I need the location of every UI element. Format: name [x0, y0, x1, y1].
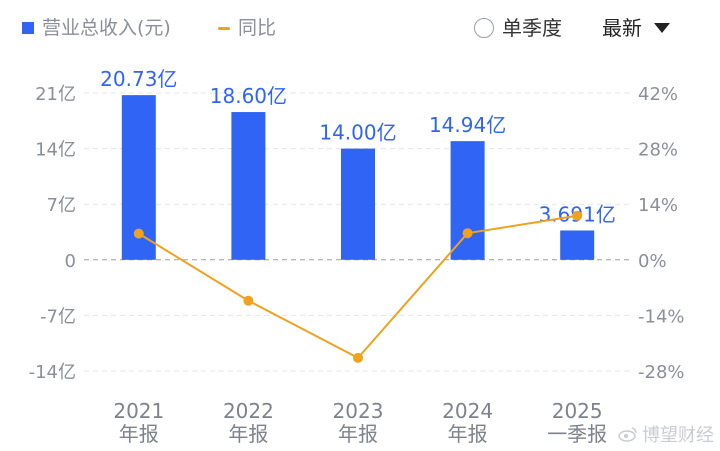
watermark: 博望财经: [618, 421, 714, 447]
legend-revenue-label: 营业总收入(元): [42, 17, 171, 39]
x-tick-label: 2025: [552, 399, 603, 423]
single-quarter-label: 单季度: [502, 16, 562, 40]
legend-yoy-label: 同比: [238, 17, 277, 39]
left-tick-label: -14亿: [29, 362, 76, 383]
right-axis: 42% 28% 14% 0% -14% -28%: [638, 84, 685, 383]
right-tick-label: -14%: [638, 306, 685, 327]
left-tick-label: 14亿: [35, 140, 76, 161]
right-tick-label: 28%: [638, 140, 678, 161]
revenue-bar[interactable]: [231, 112, 266, 260]
revenue-bar[interactable]: [450, 141, 485, 260]
right-tick-label: 0%: [638, 251, 667, 272]
x-tick-label: 年报: [228, 422, 268, 446]
x-tick-label: 2021: [113, 399, 164, 423]
left-tick-label: 0: [65, 251, 76, 272]
x-tick-label: 年报: [338, 422, 378, 446]
yoy-point[interactable]: [243, 295, 254, 306]
right-tick-label: 14%: [638, 195, 678, 216]
period-dropdown[interactable]: 最新: [602, 14, 670, 42]
chart-header: 营业总收入(元) 同比 单季度 最新: [0, 0, 720, 60]
bar-data-label: 14.94亿: [429, 113, 506, 137]
left-axis: 21亿 14亿 7亿 0 -7亿 -14亿: [29, 84, 76, 383]
revenue-bar[interactable]: [560, 230, 595, 260]
single-quarter-toggle[interactable]: 单季度: [474, 14, 562, 42]
weibo-icon: [618, 427, 637, 442]
x-tick-label: 一季报: [547, 422, 607, 446]
legend-bar-swatch: [22, 22, 34, 34]
legend-revenue[interactable]: 营业总收入(元): [22, 14, 171, 42]
x-tick-label: 2024: [442, 399, 493, 423]
x-tick-label: 年报: [119, 422, 159, 446]
x-tick-label: 年报: [448, 422, 488, 446]
yoy-point[interactable]: [572, 210, 583, 221]
revenue-bar[interactable]: [341, 148, 375, 260]
yoy-point[interactable]: [353, 352, 363, 363]
chevron-down-icon[interactable]: [654, 23, 670, 33]
right-tick-label: -28%: [638, 362, 685, 383]
x-tick-label: 2023: [333, 399, 384, 423]
bar-data-label: 18.60亿: [210, 84, 287, 108]
yoy-point[interactable]: [462, 228, 473, 239]
x-tick-label: 2022: [223, 399, 274, 423]
right-tick-label: 42%: [638, 84, 678, 105]
left-tick-label: 21亿: [35, 84, 76, 105]
period-dropdown-value: 最新: [602, 16, 642, 40]
left-tick-label: 7亿: [47, 195, 76, 216]
bar-data-label: 14.00亿: [319, 121, 396, 145]
watermark-text: 博望财经: [642, 425, 714, 446]
legend-line-swatch: [218, 26, 230, 30]
radio-circle-icon[interactable]: [474, 18, 494, 38]
yoy-line-series: [133, 210, 583, 363]
legend-yoy[interactable]: 同比: [218, 14, 276, 42]
bar-data-label: 20.73亿: [100, 67, 177, 91]
left-tick-label: -7亿: [40, 306, 76, 327]
yoy-point[interactable]: [133, 228, 144, 239]
